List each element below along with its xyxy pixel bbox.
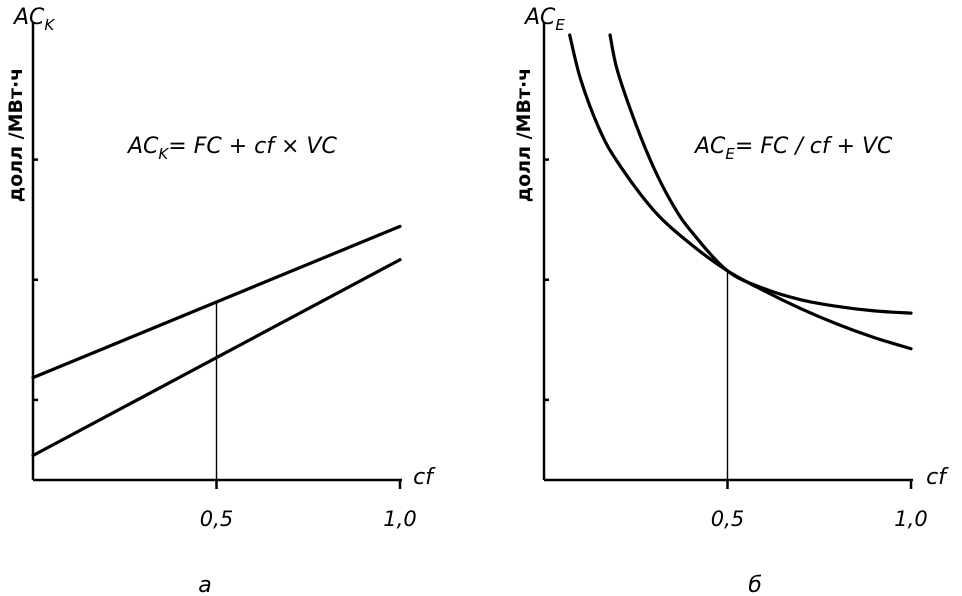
series-line-1 — [31, 224, 402, 380]
series-line-1 — [568, 33, 913, 351]
series-line-2 — [608, 33, 913, 315]
x-tick-label: 1,0 — [894, 507, 927, 531]
y-axis-title: ACK — [12, 5, 55, 34]
series-line-2 — [31, 258, 402, 458]
panel-label: а — [198, 573, 211, 596]
chart-panel-b: 0,5 1,0 ACE долл /МВт·ч ACE= FC / cf + VC cf б — [513, 5, 949, 596]
y-axis-label: долл /МВт·ч — [5, 68, 27, 202]
panel-label: б — [748, 573, 762, 596]
x-axis-label: cf — [413, 465, 436, 490]
formula-label: ACK= FC + cf × VC — [126, 134, 337, 163]
y-axis-title: ACE — [523, 5, 565, 34]
y-axis-label: долл /МВт·ч — [513, 68, 535, 202]
formula-label: ACE= FC / cf + VC — [693, 134, 893, 163]
x-tick-label: 1,0 — [383, 507, 416, 531]
x-tick-label: 0,5 — [200, 507, 233, 531]
x-tick-label: 0,5 — [711, 507, 744, 531]
chart-panel-a: 0,5 1,0 ACK долл /МВт·ч ACK= FC + cf × VC cf а — [5, 5, 436, 596]
x-axis-label: cf — [926, 465, 949, 490]
